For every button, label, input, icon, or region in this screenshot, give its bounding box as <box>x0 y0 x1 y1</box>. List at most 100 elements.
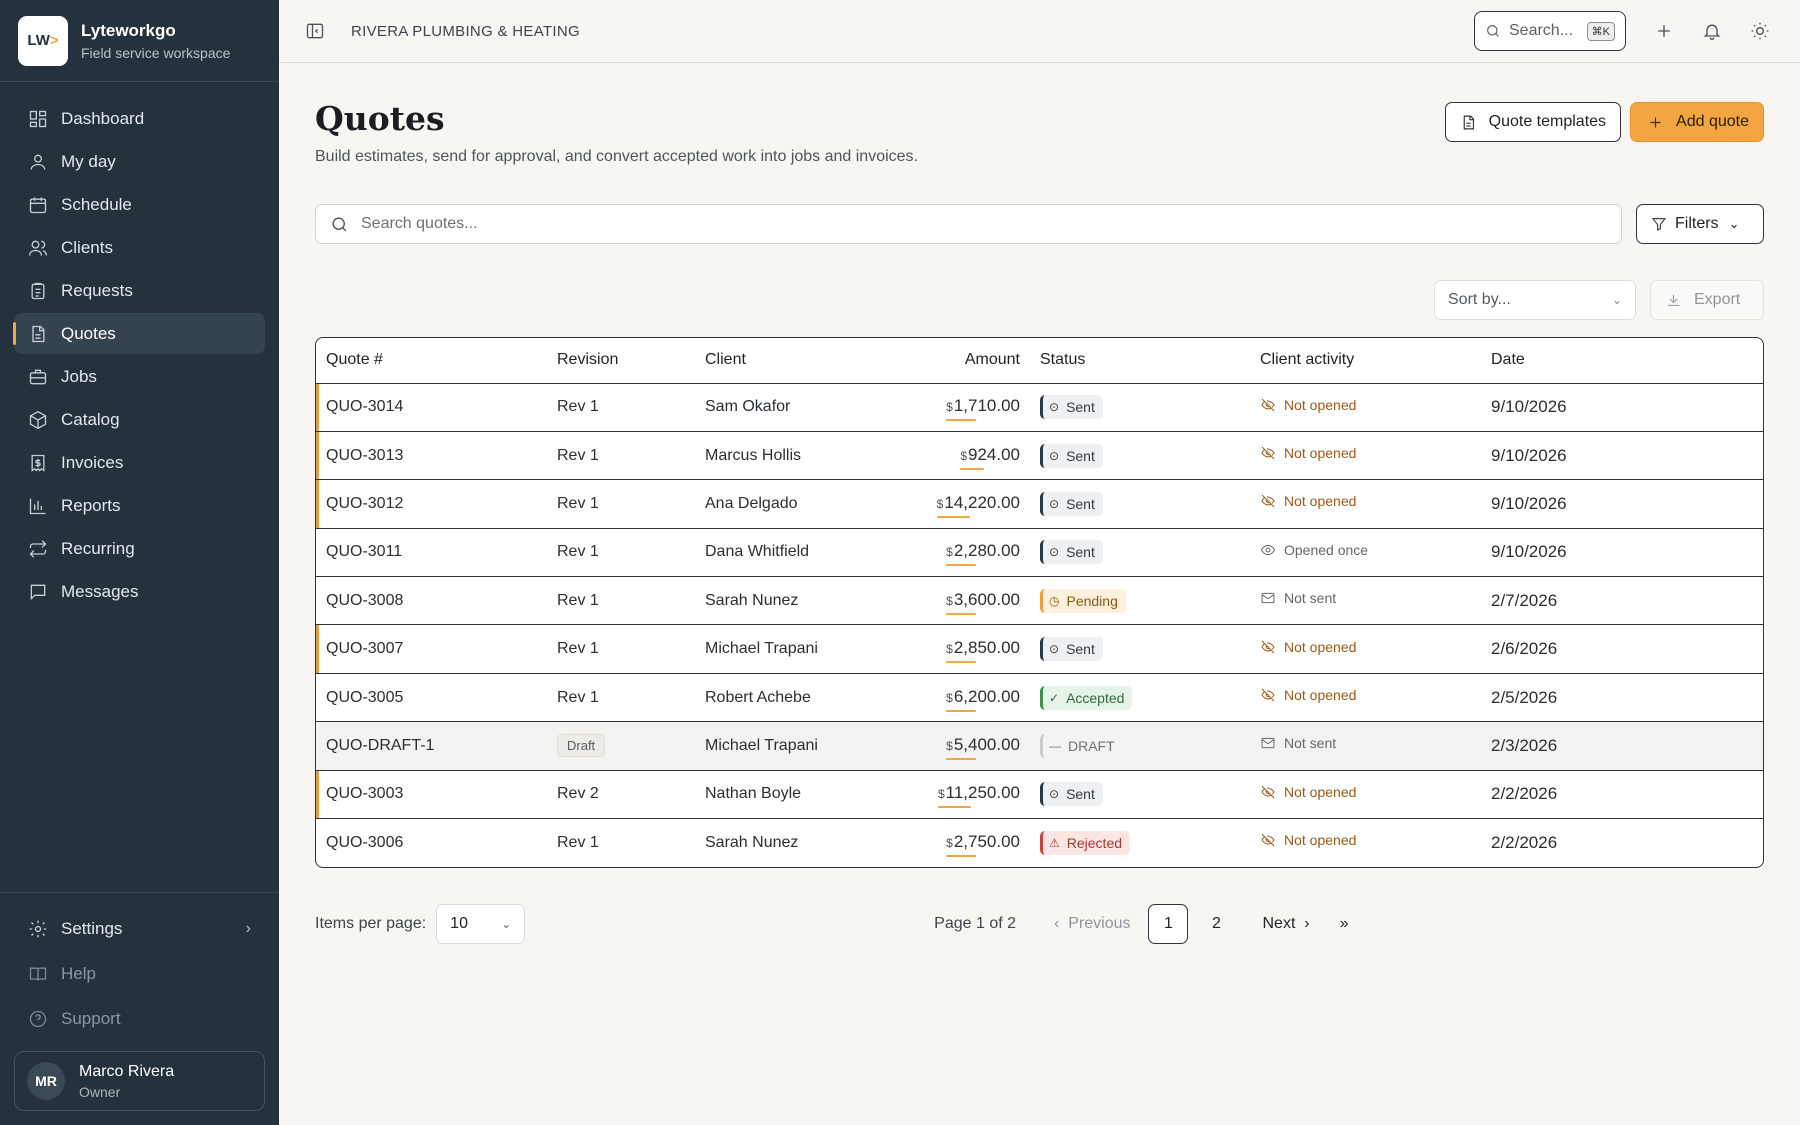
table-row[interactable]: QUO-3013 Rev 1 Marcus Hollis $924.00 ⊙ Sent No… <box>316 431 1763 481</box>
table-row[interactable]: QUO-3014 Rev 1 Sam Okafor $1,710.00 ⊙ Sent Not… <box>316 383 1763 432</box>
client-name[interactable]: Ana Delgado <box>695 479 895 529</box>
draft-badge: Draft <box>557 734 606 758</box>
sidebar-item-catalog[interactable]: Catalog <box>14 399 265 440</box>
sort-placeholder: Sort by... <box>1448 291 1511 308</box>
table-row[interactable]: QUO-DRAFT-1 Draft Michael Trapani $5,400.00… <box>316 721 1763 771</box>
quote-date: 2/3/2026 <box>1481 721 1763 771</box>
amount-cell: $2,750.00 <box>895 819 1030 867</box>
sidebar-item-reports[interactable]: Reports <box>14 485 265 526</box>
sidebar-item-label: Messages <box>61 581 139 601</box>
quote-date: 9/10/2026 <box>1481 479 1763 529</box>
last-page-button[interactable]: » <box>1339 914 1349 932</box>
activity-label: Not opened <box>1284 638 1357 655</box>
quote-number[interactable]: QUO-3012 <box>316 479 547 529</box>
column-header-activity[interactable]: Client activity <box>1250 338 1481 384</box>
sidebar-item-jobs[interactable]: Jobs <box>14 356 265 397</box>
client-name[interactable]: Sarah Nunez <box>705 833 799 851</box>
user-menu[interactable]: MR Marco Rivera Owner <box>14 1051 265 1111</box>
sidebar-item-my-day[interactable]: My day <box>14 141 265 182</box>
sidebar-item-clients[interactable]: Clients <box>14 227 265 268</box>
export-button[interactable]: Export <box>1650 280 1764 320</box>
table-row[interactable]: QUO-3003 Rev 2 Nathan Boyle $11,250.00 ⊙ Sent… <box>316 770 1763 820</box>
quote-number[interactable]: QUO-DRAFT-1 <box>316 721 547 771</box>
column-header-status[interactable]: Status <box>1030 338 1250 384</box>
bell-icon[interactable] <box>1702 21 1722 41</box>
quote-number[interactable]: QUO-3011 <box>316 528 547 578</box>
table-row[interactable]: QUO-3005 Rev 1 Robert Achebe $6,200.00 ✓ Acce… <box>316 673 1763 723</box>
table-row[interactable]: QUO-3011 Rev 1 Dana Whitfield $2,280.00 ⊙ Sen… <box>316 528 1763 578</box>
column-header-revision[interactable]: Revision <box>547 338 695 384</box>
table-row[interactable]: QUO-3012 Rev 1 Ana Delgado $14,220.00 ⊙ Sent N… <box>316 479 1763 529</box>
quote-templates-button[interactable]: Quote templates <box>1444 102 1622 142</box>
items-per-page-select[interactable]: 10 ⌄ <box>436 903 526 944</box>
sidebar-item-messages[interactable]: Messages <box>14 571 265 612</box>
sidebar-item-settings[interactable]: Settings › <box>14 907 265 951</box>
page-button-2[interactable]: 2 <box>1212 914 1221 932</box>
client-name[interactable]: Marcus Hollis <box>695 431 895 481</box>
clock-icon: ⊙ <box>1049 448 1060 463</box>
quote-number[interactable]: QUO-3006 <box>326 833 404 851</box>
table-row[interactable]: QUO-3006 Rev 1 Sarah Nunez $2,750.00 ⚠ Reject… <box>316 819 1763 867</box>
quote-search[interactable] <box>315 204 1622 244</box>
sidebar-item-support[interactable]: Support <box>14 997 265 1041</box>
activity-label: Not opened <box>1284 687 1357 704</box>
brand-subtitle: Field service workspace <box>81 44 231 61</box>
revision: Rev 1 <box>557 591 599 609</box>
quote-number[interactable]: QUO-3005 <box>316 673 547 723</box>
quote-number[interactable]: QUO-3014 <box>316 383 547 432</box>
chevron-right-icon: › <box>245 920 251 937</box>
sidebar-item-recurring[interactable]: Recurring <box>14 528 265 569</box>
sidebar-item-help[interactable]: Help <box>14 952 265 996</box>
client-name[interactable]: Nathan Boyle <box>695 770 895 820</box>
sidebar-item-label: Catalog <box>61 409 120 429</box>
brand[interactable]: LW > Lyteworkgo Field service workspace <box>0 0 279 82</box>
filters-button[interactable]: Filters ⌄ <box>1636 204 1764 244</box>
column-header-client[interactable]: Client <box>695 338 895 384</box>
revision-cell: Rev 1 <box>547 431 695 481</box>
sidebar-item-schedule[interactable]: Schedule <box>14 184 265 225</box>
global-search[interactable]: Search... ⌘K <box>1474 11 1626 51</box>
sidebar-item-quotes[interactable]: Quotes <box>13 313 265 354</box>
next-page-button[interactable]: Next › <box>1262 914 1310 932</box>
client-name[interactable]: Michael Trapani <box>695 721 895 771</box>
amount-cell: $2,280.00 <box>895 528 1030 578</box>
quote-date: 9/10/2026 <box>1481 528 1763 578</box>
quote-number[interactable]: QUO-3013 <box>316 431 547 481</box>
revision: Rev 1 <box>557 398 599 416</box>
column-header-date[interactable]: Date <box>1481 338 1763 384</box>
sidebar-item-requests[interactable]: Requests <box>14 270 265 311</box>
client-name[interactable]: Robert Achebe <box>695 673 895 723</box>
column-header-quote[interactable]: Quote # <box>316 338 547 384</box>
revision-cell: Rev 1 <box>547 576 695 626</box>
quote-number[interactable]: QUO-3008 <box>316 576 547 626</box>
sidebar-item-invoices[interactable]: Invoices <box>14 442 265 483</box>
table-row[interactable]: QUO-3008 Rev 1 Sarah Nunez $3,600.00 ◷ Pendin… <box>316 576 1763 626</box>
client-name[interactable]: Sarah Nunez <box>695 576 895 626</box>
quote-search-input[interactable] <box>361 215 1607 233</box>
logo: LW > <box>18 15 68 66</box>
sun-icon[interactable] <box>1750 21 1770 41</box>
sidebar-toggle-icon[interactable] <box>305 21 325 41</box>
briefcase-icon <box>29 369 47 384</box>
check-icon: ✓ <box>1049 690 1060 705</box>
search-icon <box>1487 25 1499 37</box>
amount-cell: $5,400.00 <box>895 721 1030 771</box>
previous-page-button[interactable]: ‹ Previous <box>1054 914 1131 932</box>
client-name[interactable]: Dana Whitfield <box>695 528 895 578</box>
quote-number[interactable]: QUO-3007 <box>316 624 547 674</box>
quote-number[interactable]: QUO-3003 <box>316 770 547 820</box>
table-row[interactable]: QUO-3007 Rev 1 Michael Trapani $2,850.00 ⊙ Se… <box>316 624 1763 674</box>
add-quote-button[interactable]: Add quote <box>1630 102 1764 142</box>
quote-templates-label: Quote templates <box>1488 113 1607 130</box>
sort-select[interactable]: Sort by... ⌄ <box>1434 280 1636 320</box>
client-name[interactable]: Sam Okafor <box>695 383 895 432</box>
company-name: RIVERA PLUMBING & HEATING <box>351 22 580 40</box>
plus-icon[interactable] <box>1654 21 1674 41</box>
currency-symbol: $ <box>937 787 945 802</box>
column-header-amount[interactable]: Amount <box>895 338 1030 384</box>
sidebar-item-dashboard[interactable]: Dashboard <box>14 98 265 139</box>
clock-icon: ⊙ <box>1049 642 1060 657</box>
eye-off-icon <box>1261 495 1275 508</box>
client-name[interactable]: Michael Trapani <box>695 624 895 674</box>
page-button-1[interactable]: 1 <box>1148 903 1189 944</box>
